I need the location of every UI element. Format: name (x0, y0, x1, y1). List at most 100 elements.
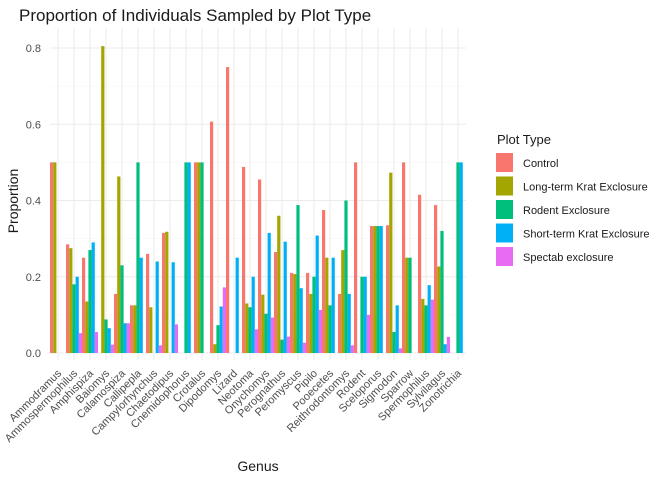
bar (376, 226, 380, 353)
bar (277, 215, 281, 353)
bar (459, 162, 463, 353)
bar (130, 305, 134, 353)
y-tick-label: 0.6 (26, 119, 41, 131)
bar (456, 162, 460, 353)
bar (430, 299, 434, 353)
bar (434, 205, 438, 353)
bar (82, 257, 86, 353)
bar (418, 194, 422, 353)
bar (117, 176, 121, 353)
bar (306, 272, 310, 353)
y-tick-label: 0.0 (26, 348, 41, 360)
bar (437, 266, 441, 353)
bar (53, 162, 57, 353)
bar (424, 305, 428, 353)
bar (133, 305, 137, 353)
bar (318, 309, 322, 353)
chart-title: Proportion of Individuals Sampled by Plo… (19, 6, 371, 25)
bar (219, 306, 223, 353)
bar (331, 257, 335, 353)
y-axis-title: Proportion (5, 169, 21, 234)
bar (158, 345, 162, 353)
bar (299, 288, 303, 353)
bar (270, 317, 274, 353)
legend-label: Control (523, 158, 558, 170)
legend-label: Rodent Exclosure (523, 205, 610, 217)
legend-label: Long-term Krat Exclosure (523, 182, 648, 194)
bar (149, 307, 153, 353)
bar (226, 67, 230, 353)
bar (146, 253, 150, 353)
legend: Plot Type Control Long-term Krat Exclosur… (496, 132, 650, 266)
bar (254, 329, 258, 353)
bar (350, 345, 354, 353)
legend-swatch (496, 200, 513, 219)
bar (315, 235, 319, 353)
bar (245, 303, 249, 353)
bar (373, 226, 377, 353)
bar (290, 272, 294, 353)
bar (78, 333, 82, 353)
x-tick-label: Ammospermophilus (3, 367, 81, 445)
bar (261, 294, 265, 353)
bar (325, 257, 329, 353)
legend-swatch (496, 247, 513, 266)
bar (398, 348, 402, 353)
bar (66, 244, 70, 353)
bar (274, 251, 278, 353)
bar (242, 166, 246, 353)
bar (286, 336, 290, 353)
bar (370, 226, 374, 353)
bar (341, 250, 345, 353)
bar (446, 336, 450, 353)
bar (162, 232, 166, 353)
bar (197, 162, 201, 353)
bar (354, 162, 358, 353)
bar (296, 205, 300, 353)
bar (101, 46, 105, 353)
bar (402, 162, 406, 353)
bar (174, 324, 178, 353)
legend-title: Plot Type (497, 132, 551, 147)
bar (293, 274, 297, 353)
bar (440, 231, 444, 353)
bar (222, 287, 226, 353)
bar (123, 323, 127, 353)
bar (379, 226, 383, 353)
bar (155, 261, 159, 353)
bar (69, 248, 73, 353)
bar (344, 200, 348, 353)
bar (94, 332, 98, 353)
bar (194, 162, 198, 353)
bar (347, 293, 351, 353)
bar (187, 162, 191, 353)
bar (283, 241, 287, 353)
bar (216, 325, 220, 353)
bar (213, 344, 217, 353)
bar (363, 276, 367, 353)
y-tick-label: 0.4 (26, 196, 41, 208)
bar (328, 305, 332, 353)
bar (75, 276, 79, 353)
bar (136, 162, 140, 353)
bar (386, 225, 390, 353)
bar (184, 162, 188, 353)
bar (110, 344, 114, 353)
bar (139, 257, 143, 353)
bar (408, 257, 412, 353)
bar (104, 319, 108, 353)
bar (50, 162, 54, 353)
legend-swatch (496, 153, 513, 172)
bar (210, 121, 214, 353)
legend-label: Spectab exclosure (523, 252, 614, 264)
bar (235, 257, 239, 353)
legend-swatch (496, 223, 513, 243)
bar (360, 276, 364, 353)
bar (302, 342, 306, 353)
x-axis-title: Genus (237, 458, 278, 474)
bar (264, 313, 268, 353)
bar (421, 298, 425, 353)
bar (258, 179, 262, 353)
legend-label: Short-term Krat Exclosure (523, 229, 650, 241)
